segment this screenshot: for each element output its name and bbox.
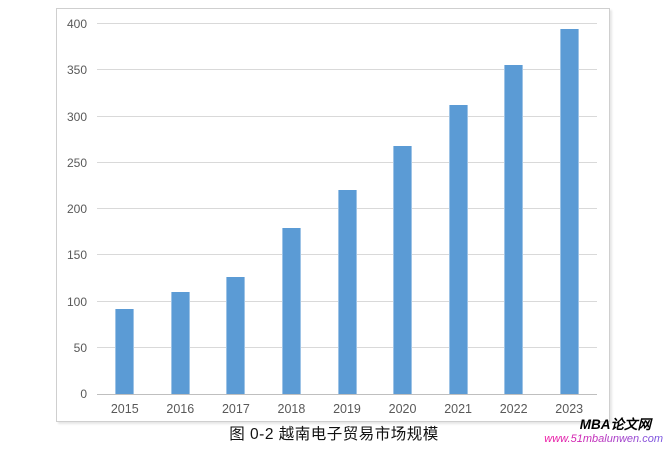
x-tick-label-2018: 2018 <box>277 402 306 416</box>
bar-2021 <box>448 105 468 394</box>
gridline-350 <box>97 69 597 71</box>
x-tick-label-2020: 2020 <box>388 402 417 416</box>
bar-2020 <box>393 146 413 394</box>
chart-caption: 图 0-2 越南电子贸易市场规模 <box>229 426 439 443</box>
gridline-400 <box>97 23 597 24</box>
y-tick-label-200: 200 <box>66 202 87 216</box>
y-tick-label-100: 100 <box>66 294 87 309</box>
watermark-url: www.51mbalunwen.com <box>544 433 663 445</box>
bar-2018 <box>281 228 301 394</box>
y-tick-label-250: 250 <box>66 155 87 170</box>
bar-2016 <box>170 292 190 394</box>
y-tick-label-350: 350 <box>66 63 87 78</box>
y-tick-label-0: 0 <box>80 387 87 401</box>
bar-2019 <box>337 189 357 394</box>
bar-2023 <box>559 28 579 394</box>
caption-row: 图 0-2 越南电子贸易市场规模 <box>0 426 668 444</box>
bar-2017 <box>226 276 246 394</box>
gridline-250 <box>97 161 597 163</box>
x-tick-label-2021: 2021 <box>444 402 472 416</box>
bar-2015 <box>115 308 135 394</box>
bar-2022 <box>504 64 524 394</box>
y-tick-label-300: 300 <box>66 109 87 124</box>
x-axis-line <box>97 394 597 395</box>
watermark: MBA论文网 www.51mbalunwen.com <box>544 417 663 445</box>
y-tick-label-400: 400 <box>66 17 87 31</box>
y-tick-label-50: 50 <box>73 340 87 355</box>
x-tick-label-2023: 2023 <box>555 402 584 416</box>
x-tick-label-2019: 2019 <box>333 402 361 416</box>
gridline-300 <box>97 115 597 117</box>
watermark-brand: MBA论文网 <box>579 417 651 432</box>
plot-area <box>97 23 597 395</box>
x-tick-label-2017: 2017 <box>221 402 250 416</box>
x-tick-label-2016: 2016 <box>166 402 195 416</box>
chart-panel: 0 50 100 150 200 250 300 350 400 2015 2016 2017 201… <box>56 8 610 422</box>
x-tick-label-2022: 2022 <box>499 402 528 416</box>
x-tick-label-2015: 2015 <box>110 402 139 416</box>
y-tick-label-150: 150 <box>66 248 87 263</box>
